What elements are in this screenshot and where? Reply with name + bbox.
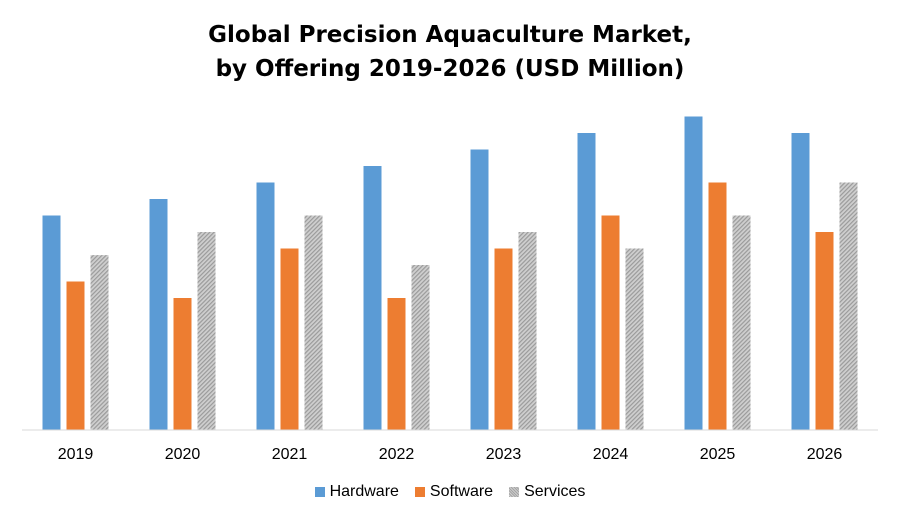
legend-swatch-software — [414, 487, 425, 497]
legend-label-services: Services — [524, 483, 586, 500]
bar-software-2026 — [815, 232, 834, 430]
legend-swatch-services — [509, 487, 520, 497]
x-tick-label-2021: 2021 — [272, 446, 308, 463]
bar-hardware-2022 — [363, 166, 382, 430]
bar-services-2026 — [839, 182, 858, 430]
bar-software-2024 — [601, 215, 620, 430]
x-tick-label-2023: 2023 — [486, 446, 522, 463]
x-tick-labels: 2019 2020 2021 2022 2023 2024 2025 2026 — [58, 446, 843, 463]
bar-hardware-2023 — [470, 149, 489, 430]
x-tick-label-2020: 2020 — [165, 446, 201, 463]
chart-title-line-2: by Offering 2019-2026 (USD Million) — [215, 56, 685, 82]
bar-hardware-2024 — [577, 133, 596, 430]
bar-software-2023 — [494, 248, 513, 430]
legend-label-software: Software — [429, 483, 494, 500]
chart-title-line-1: Global Precision Aquaculture Market, — [208, 22, 692, 48]
legend-item-software: Software — [414, 483, 494, 501]
bar-hardware-2026 — [791, 133, 810, 430]
bar-hardware-2020 — [149, 199, 168, 430]
bar-services-2025 — [732, 215, 751, 430]
bar-services-2023 — [518, 232, 537, 430]
bar-software-2025 — [708, 182, 727, 430]
bar-services-2019 — [90, 255, 109, 430]
bar-hardware-2025 — [684, 116, 703, 430]
bar-software-2021 — [280, 248, 299, 430]
bar-services-2022 — [411, 265, 430, 430]
bar-services-2021 — [304, 215, 323, 430]
x-tick-label-2024: 2024 — [593, 446, 629, 463]
bar-software-2019 — [66, 281, 85, 430]
bar-services-2020 — [197, 232, 216, 430]
legend-item-services: Services — [509, 483, 585, 501]
legend-swatch-hardware — [314, 487, 325, 497]
x-tick-label-2019: 2019 — [58, 446, 94, 463]
x-tick-label-2026: 2026 — [807, 446, 843, 463]
bar-services-2024 — [625, 248, 644, 430]
bar-software-2022 — [387, 298, 406, 430]
chart-title: Global Precision Aquaculture Market, by … — [0, 18, 900, 86]
bar-hardware-2019 — [42, 215, 61, 430]
x-tick-label-2025: 2025 — [700, 446, 736, 463]
legend: Hardware Software Services — [0, 483, 900, 501]
bar-software-2020 — [173, 298, 192, 430]
bars-layer — [42, 116, 858, 430]
bar-hardware-2021 — [256, 182, 275, 430]
x-tick-label-2022: 2022 — [379, 446, 415, 463]
legend-item-hardware: Hardware — [314, 483, 399, 501]
legend-label-hardware: Hardware — [329, 483, 399, 500]
